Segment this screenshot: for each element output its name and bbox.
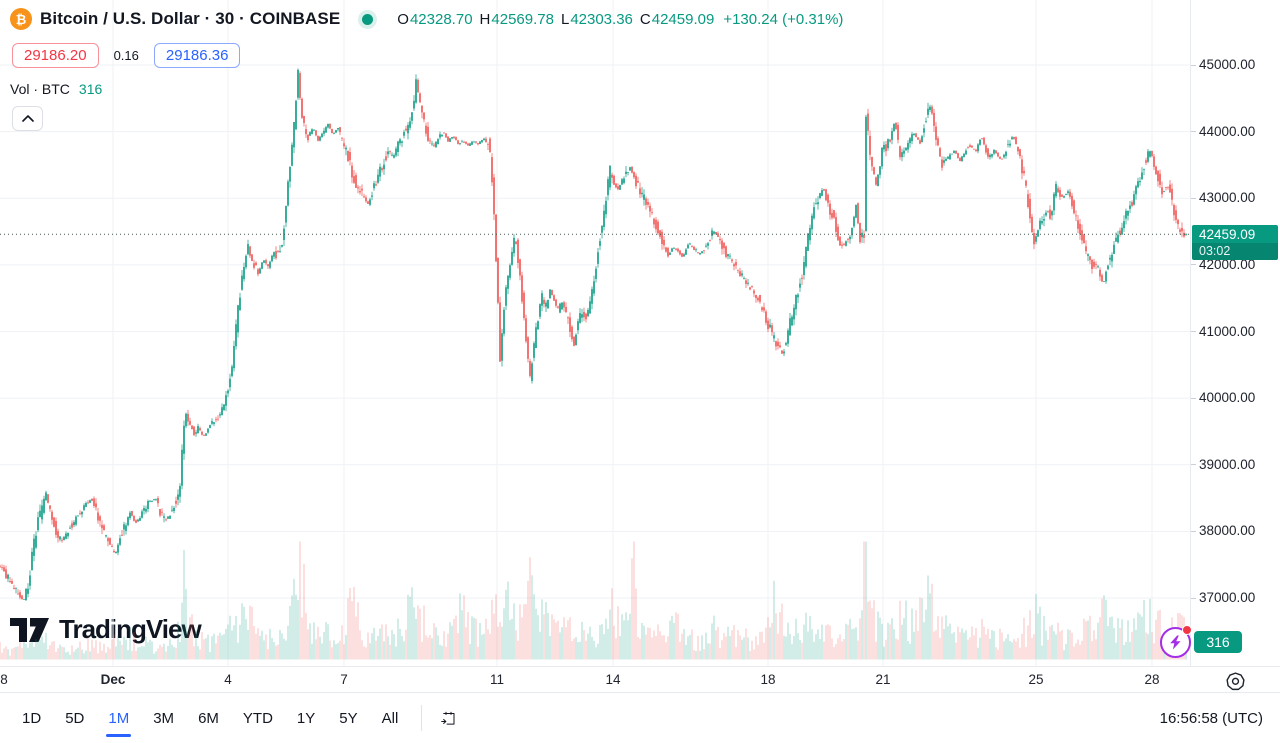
range-button-1m[interactable]: 1M — [103, 706, 134, 737]
volume-value: 316 — [78, 81, 103, 97]
range-button-1y[interactable]: 1Y — [292, 706, 320, 731]
candlestick-chart-plot[interactable] — [0, 0, 1190, 666]
price-axis-label: 45000.00 — [1199, 57, 1256, 72]
price-axis-label: 38000.00 — [1199, 523, 1256, 539]
range-button-5d[interactable]: 5D — [60, 706, 89, 731]
calendar-arrow-icon — [441, 711, 455, 725]
price-axis-label: 37000.00 — [1199, 590, 1256, 605]
spread-value: 0.16 — [113, 47, 139, 63]
range-button-3m[interactable]: 3M — [148, 706, 179, 731]
volume-indicator-alert[interactable] — [1160, 625, 1192, 658]
tradingview-watermark[interactable]: TradingView — [10, 614, 202, 645]
price-axis-label: 44000.00 — [1199, 123, 1256, 139]
price-axis[interactable]: 42459.09 03:02 316 45000.00 44000.00 43000… — [1160, 0, 1280, 666]
range-button-6m[interactable]: 6M — [193, 706, 224, 731]
price-axis-tick — [1191, 397, 1196, 399]
price-axis-tick — [1191, 264, 1196, 266]
time-axis-label: 28 — [1144, 672, 1160, 687]
price-axis-tick — [1191, 197, 1196, 199]
close-label: C — [639, 10, 651, 28]
open-value: 42328.70 — [409, 10, 473, 28]
last-price-badge: 42459.09 03:02 — [1192, 224, 1278, 260]
date-range-buttons: 1D 5D 1M 3M 6M YTD 1Y 5Y All — [17, 706, 417, 737]
time-axis-label: 14 — [605, 672, 621, 687]
tradingview-watermark-text: TradingView — [59, 614, 202, 644]
collapse-legend-button[interactable] — [12, 106, 43, 131]
symbol-title[interactable]: Bitcoin / U.S. Dollar · 30 · COINBASE — [40, 9, 341, 28]
high-value: 42569.78 — [491, 10, 554, 28]
ohlc-values: O 42328.70 H 42569.78 L 42303.36 C 42459… — [397, 11, 843, 28]
range-button-all[interactable]: All — [377, 706, 404, 731]
session-clock: 16:56:58 (UTC) — [1159, 709, 1263, 727]
notification-dot-icon — [1182, 625, 1192, 635]
time-axis-label: 7 — [340, 672, 348, 687]
range-button-1d[interactable]: 1D — [17, 706, 46, 731]
chevron-up-icon — [21, 115, 34, 122]
low-label: L — [560, 10, 570, 28]
sell-button[interactable]: 29186.20 — [12, 42, 99, 68]
price-axis-tick — [1191, 64, 1196, 66]
chart-legend: ₿ Bitcoin / U.S. Dollar · 30 · COINBASE … — [10, 7, 843, 131]
price-axis-label: 41000.00 — [1199, 323, 1256, 339]
price-axis-tick — [1191, 331, 1196, 332]
last-price-value: 42459.09 — [1199, 226, 1256, 242]
time-axis[interactable]: 8 Dec 4 7 11 14 18 21 25 28 — [0, 666, 1280, 693]
buy-button[interactable]: 29186.36 — [153, 42, 241, 68]
volume-label: Vol · BTC — [10, 81, 70, 97]
price-axis-tick — [1191, 530, 1196, 532]
time-axis-label: 4 — [224, 672, 232, 687]
go-to-date-button[interactable] — [434, 704, 462, 732]
time-axis-label: 18 — [760, 672, 776, 687]
time-axis-label: 11 — [489, 672, 505, 687]
gear-icon — [1225, 671, 1245, 690]
range-button-5y[interactable]: 5Y — [334, 706, 362, 731]
range-button-ytd[interactable]: YTD — [238, 706, 278, 731]
toolbar-divider — [421, 705, 423, 731]
price-axis-tick — [1191, 597, 1196, 599]
price-axis-label: 40000.00 — [1199, 390, 1256, 406]
open-label: O — [397, 10, 409, 28]
time-axis-label: 25 — [1028, 672, 1044, 687]
close-value: 42459.09 — [651, 10, 715, 28]
time-axis-label: 8 — [0, 672, 8, 687]
price-axis-tick — [1191, 131, 1196, 133]
bar-countdown: 03:02 — [1192, 242, 1278, 260]
price-axis-label: 42000.00 — [1199, 256, 1256, 272]
change-value: +130.24 (+0.31%) — [723, 10, 844, 28]
chart-settings-button[interactable] — [1224, 670, 1246, 692]
bitcoin-icon: ₿ — [10, 8, 32, 30]
tradingview-logo-icon — [10, 617, 49, 642]
market-status-dot-icon — [362, 13, 374, 25]
time-axis-label: Dec — [100, 672, 126, 687]
high-label: H — [479, 10, 491, 28]
volume-legend-row: Vol · BTC 316 — [10, 81, 843, 97]
price-axis-label: 39000.00 — [1199, 456, 1256, 472]
trade-buttons-row: 29186.20 0.16 29186.36 — [10, 41, 843, 69]
price-axis-label: 43000.00 — [1199, 190, 1256, 206]
low-value: 42303.36 — [570, 10, 633, 28]
axis-volume-badge: 316 — [1194, 631, 1242, 653]
time-axis-label: 21 — [875, 672, 891, 687]
price-axis-tick — [1191, 464, 1196, 466]
symbol-row[interactable]: ₿ Bitcoin / U.S. Dollar · 30 · COINBASE … — [10, 7, 843, 31]
bottom-toolbar: 1D 5D 1M 3M 6M YTD 1Y 5Y All 16:56:58 (UTC) — [0, 693, 1280, 743]
